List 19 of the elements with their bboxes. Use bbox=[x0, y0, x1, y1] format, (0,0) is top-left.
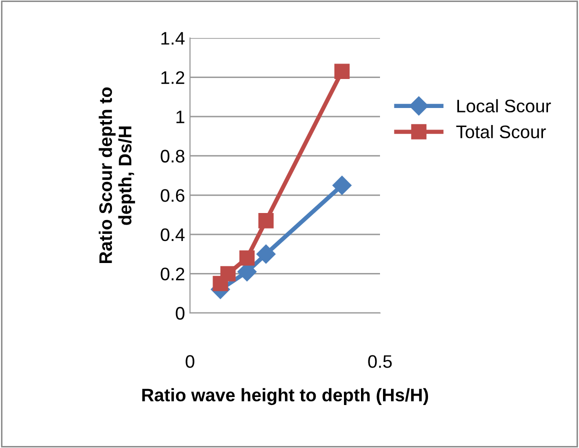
y-tick-label: 0.2 bbox=[160, 268, 184, 280]
point bbox=[332, 176, 352, 195]
point bbox=[239, 250, 255, 266]
y-tick-label: 1 bbox=[176, 110, 184, 124]
legend-label: Local Scour bbox=[457, 99, 551, 112]
y-tick-label: 0.8 bbox=[160, 150, 184, 163]
point bbox=[258, 213, 274, 228]
point bbox=[220, 266, 236, 282]
y-tick-label: 0 bbox=[176, 306, 184, 320]
point bbox=[256, 244, 276, 264]
x-tick-label: 0.5 bbox=[368, 355, 392, 368]
y-tick-label: 1.4 bbox=[161, 32, 185, 45]
y-tick-label: 0.6 bbox=[160, 189, 184, 202]
y-tick-label: 0.4 bbox=[160, 228, 185, 242]
y-axis-title: Ratio Scour depth to depth, Ds/H bbox=[98, 87, 136, 264]
point bbox=[334, 64, 350, 80]
legend-label: Total Scour bbox=[456, 125, 546, 138]
y-tick-label: 1.2 bbox=[161, 71, 184, 84]
x-axis-title: Ratio wave height to depth (Hs/H) bbox=[142, 388, 428, 406]
